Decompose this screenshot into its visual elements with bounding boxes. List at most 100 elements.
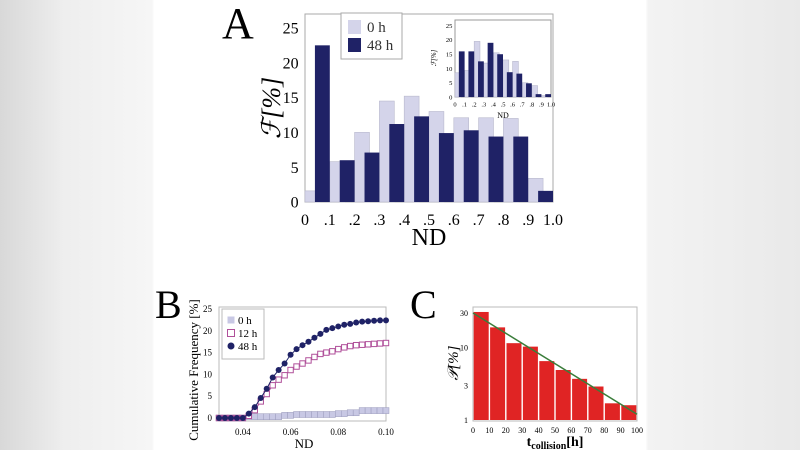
a-inset-xtick-label: .9 — [539, 101, 544, 108]
b-legend-label: 12 h — [238, 328, 258, 340]
b-series-0h-point — [257, 413, 264, 420]
a-inset-bar-series1 — [468, 51, 475, 97]
b-series-0h-point — [305, 411, 312, 418]
b-series-0h-point — [287, 412, 294, 419]
a-xtick-label: .6 — [448, 212, 460, 229]
c-xtick-label: 20 — [502, 426, 510, 435]
a-bar-48h — [513, 136, 529, 202]
a-xtick-label: .1 — [324, 212, 336, 229]
b-series-12h-point — [329, 348, 336, 355]
b-series-0h-point — [323, 411, 330, 418]
a-inset-bar-series1 — [487, 42, 494, 97]
panel-label-c: C — [410, 282, 437, 327]
b-series-12h-point — [358, 341, 366, 348]
b-series-12h-point — [281, 372, 288, 379]
b-ytick-label: 5 — [208, 391, 213, 401]
b-series-12h-point — [305, 357, 312, 364]
b-series-48h-point — [263, 385, 270, 392]
a-xtick-label: .3 — [373, 212, 385, 229]
b-legend-marker — [227, 316, 235, 324]
b-legend-marker — [227, 342, 235, 350]
a-bar-48h — [538, 190, 553, 202]
c-xtick-label: 30 — [518, 426, 526, 435]
a-ylabel: ℱ[%] — [257, 77, 286, 139]
c-xtick-label: 50 — [551, 426, 559, 435]
b-ytick-label: 20 — [203, 326, 213, 336]
b-series-48h-point — [329, 325, 336, 332]
b-xtick-label: 0.08 — [330, 427, 346, 437]
c-ytick-label: 1 — [464, 416, 468, 425]
a-inset-ytick-label: 0 — [449, 94, 452, 101]
b-legend-label: 0 h — [238, 315, 252, 327]
a-bar-48h — [414, 116, 429, 202]
a-inset-xtick-label: .4 — [491, 101, 497, 108]
a-inset-ytick-label: 10 — [446, 66, 453, 73]
b-series-0h-point — [364, 407, 372, 414]
c-bar — [555, 370, 571, 420]
a-xtick-label: .9 — [522, 212, 534, 229]
b-series-48h-point — [216, 415, 222, 421]
a-bar-48h — [314, 45, 330, 203]
c-xtick-label: 0 — [471, 426, 475, 435]
b-series-48h-point — [293, 346, 300, 353]
a-bar-48h — [389, 124, 405, 202]
b-series-12h-point — [370, 340, 378, 348]
b-series-48h-point — [347, 320, 354, 327]
a-inset-xtick-label: .1 — [462, 101, 467, 108]
c-xlabel: tcollision[h] — [527, 435, 584, 450]
a-legend-label: 0 h — [367, 20, 386, 36]
a-xtick-label: .8 — [497, 212, 509, 229]
a-bar-48h — [364, 152, 380, 202]
a-inset-ytick-label: 20 — [446, 37, 453, 44]
b-series-12h-point — [323, 349, 330, 356]
b-series-0h-point — [281, 412, 288, 419]
c-xtick-label: 80 — [600, 426, 608, 435]
b-legend-label: 48 h — [238, 341, 258, 353]
c-bar — [588, 386, 604, 420]
a-bar-48h — [488, 136, 504, 202]
b-series-0h-point — [317, 411, 324, 418]
c-xtick-label: 90 — [617, 426, 625, 435]
b-series-12h-point — [382, 339, 390, 347]
b-series-0h-point — [352, 409, 360, 417]
b-series-12h-point — [275, 376, 282, 383]
b-series-48h-point — [275, 367, 282, 374]
b-xtick-label: 0.10 — [378, 427, 394, 437]
b-series-48h-point — [287, 351, 294, 358]
a-inset-xtick-label: .5 — [501, 101, 506, 108]
b-xtick-label: 0.04 — [235, 427, 251, 437]
b-series-48h-point — [239, 415, 246, 421]
b-series-12h-point — [299, 360, 306, 367]
a-ytick-label: 0 — [291, 195, 299, 212]
c-bar — [522, 346, 538, 420]
b-series-48h-point — [305, 338, 312, 345]
b-series-12h-point — [287, 366, 294, 374]
c-xtick-label: 70 — [584, 426, 592, 435]
b-series-0h-point — [358, 407, 366, 414]
a-ytick-label: 15 — [283, 90, 299, 107]
a-ytick-label: 20 — [283, 55, 299, 72]
b-ytick-label: 25 — [203, 304, 213, 314]
c-bar — [572, 378, 588, 420]
b-series-12h-point — [293, 363, 300, 370]
b-series-48h-point — [365, 318, 372, 325]
a-ytick-label: 25 — [283, 21, 299, 38]
a-inset-bar-series1 — [526, 83, 532, 97]
b-series-12h-point — [352, 341, 360, 349]
a-legend-swatch — [348, 20, 361, 34]
b-ytick-label: 0 — [208, 413, 213, 423]
b-legend-marker — [227, 329, 235, 337]
a-inset-ylabel: ℱ[%] — [430, 49, 438, 66]
a-inset-xtick-label: .3 — [481, 101, 486, 108]
a-inset-bar-series1 — [497, 54, 503, 97]
b-series-48h-point — [353, 319, 360, 326]
a-xtick-label: .2 — [349, 212, 361, 229]
a-xtick-label: .5 — [423, 212, 435, 229]
b-series-0h-point — [251, 413, 259, 420]
b-series-48h-point — [257, 394, 264, 401]
b-series-48h-point — [311, 334, 318, 341]
a-bar-48h — [438, 133, 454, 202]
b-series-0h-point — [335, 410, 342, 417]
b-series-12h-point — [347, 342, 354, 350]
